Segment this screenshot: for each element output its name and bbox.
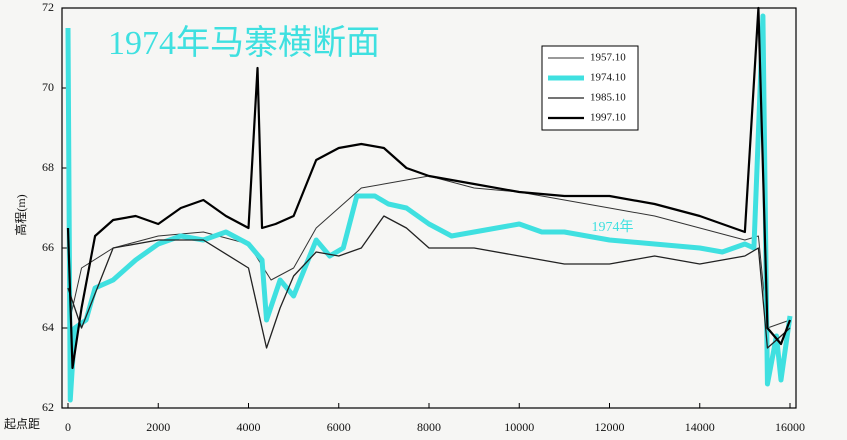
x-tick-label: 6000 [327,420,351,434]
x-tick-label: 12000 [595,420,625,434]
legend-box [541,45,639,131]
x-tick-label: 2000 [146,420,170,434]
annotation: 1974年 [591,219,633,235]
y-tick-label: 62 [42,400,54,414]
legend-label: 1957.10 [590,52,626,64]
series-line [67,215,791,349]
legend-label: 1997.10 [590,112,626,124]
y-tick-label: 66 [42,240,54,254]
x-tick-label: 16000 [775,420,805,434]
series-line [67,175,791,329]
y-tick-label: 72 [42,0,54,14]
y-tick-label: 70 [42,80,54,94]
series-line [66,6,792,370]
legend-label: 1985.10 [590,92,626,104]
y-axis-label: 高程(m) [13,194,28,235]
x-axis-label: 起点距 [4,417,40,431]
x-tick-label: 10000 [504,420,534,434]
x-tick-label: 8000 [417,420,441,434]
y-tick-label: 64 [42,320,54,334]
x-tick-label: 14000 [685,420,715,434]
x-tick-label: 4000 [237,420,261,434]
chart-title: 1974年马寨横断面 [108,24,380,62]
legend-label: 1974.10 [590,72,626,84]
y-tick-label: 68 [42,160,54,174]
x-tick-label: 0 [65,420,71,434]
series-line [65,13,793,403]
